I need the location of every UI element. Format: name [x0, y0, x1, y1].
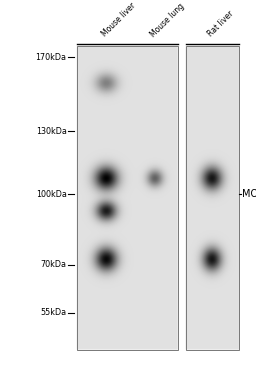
Text: 130kDa: 130kDa: [36, 127, 67, 136]
Text: Rat liver: Rat liver: [206, 10, 235, 39]
Text: MOV10: MOV10: [242, 189, 256, 199]
Text: 170kDa: 170kDa: [36, 53, 67, 62]
Bar: [186, 46, 239, 350]
Text: 55kDa: 55kDa: [40, 308, 67, 317]
Text: 70kDa: 70kDa: [40, 260, 67, 269]
Text: 100kDa: 100kDa: [36, 190, 67, 199]
Text: Mouse lung: Mouse lung: [148, 1, 186, 39]
Text: Mouse liver: Mouse liver: [100, 1, 137, 39]
Bar: [77, 46, 178, 350]
